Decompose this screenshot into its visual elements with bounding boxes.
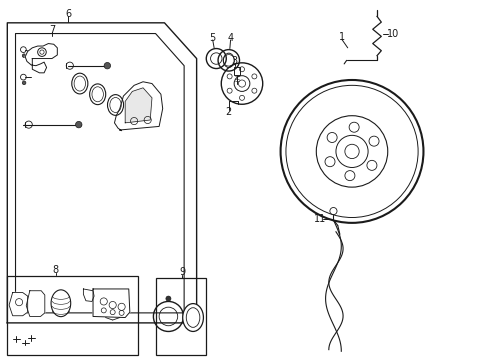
- Text: 6: 6: [65, 9, 71, 19]
- Text: 9: 9: [179, 267, 184, 277]
- Text: 2: 2: [225, 107, 231, 117]
- Bar: [234, 67, 240, 75]
- Polygon shape: [83, 289, 94, 301]
- Polygon shape: [93, 289, 130, 318]
- Circle shape: [22, 54, 26, 58]
- Text: 11: 11: [313, 213, 325, 224]
- Bar: [7, 276, 138, 355]
- Circle shape: [165, 296, 171, 301]
- Text: 7: 7: [49, 25, 55, 35]
- Polygon shape: [26, 291, 45, 316]
- Polygon shape: [25, 44, 57, 73]
- Circle shape: [104, 63, 110, 69]
- Ellipse shape: [183, 303, 203, 332]
- Circle shape: [75, 121, 82, 128]
- Text: 1: 1: [338, 32, 345, 42]
- Text: 3: 3: [231, 57, 238, 66]
- Ellipse shape: [72, 73, 88, 94]
- Polygon shape: [7, 23, 196, 323]
- Polygon shape: [16, 33, 184, 313]
- Ellipse shape: [107, 95, 123, 115]
- Text: 4: 4: [227, 33, 233, 43]
- Polygon shape: [9, 293, 28, 316]
- Text: 10: 10: [386, 29, 398, 39]
- Polygon shape: [125, 88, 152, 123]
- Text: 8: 8: [52, 265, 59, 275]
- Ellipse shape: [51, 290, 71, 317]
- Bar: [156, 278, 205, 355]
- Polygon shape: [114, 82, 163, 131]
- Text: 5: 5: [209, 33, 215, 43]
- Ellipse shape: [89, 84, 105, 105]
- Circle shape: [22, 81, 26, 85]
